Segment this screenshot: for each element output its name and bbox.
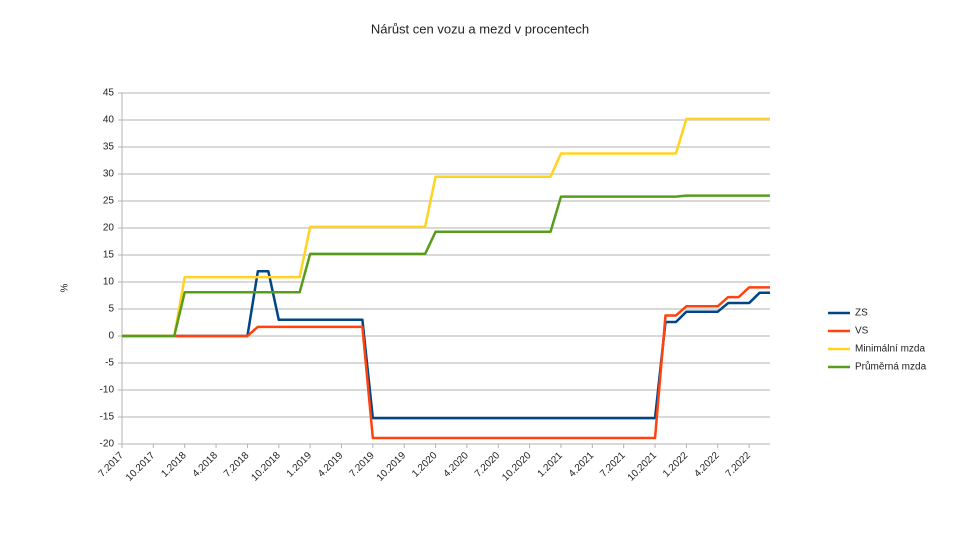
x-tick-label: 10.2020 <box>500 450 534 484</box>
y-axis-label: % <box>60 283 71 292</box>
x-tick-label: 4.2019 <box>316 450 346 480</box>
y-tick-label: 35 <box>103 142 115 153</box>
x-tick-label: 4.2021 <box>567 450 597 480</box>
x-tick-label: 10.2017 <box>124 450 158 484</box>
series-line <box>122 117 770 338</box>
y-tick-label: -15 <box>100 412 115 423</box>
y-tick-label: 45 <box>103 88 115 99</box>
y-tick-label: 5 <box>108 304 114 315</box>
y-tick-label: 30 <box>103 169 115 180</box>
x-tick-label: 1.2021 <box>536 450 566 480</box>
x-tick-label: 10.2021 <box>626 450 660 484</box>
x-tick-label: 1.2018 <box>159 450 189 480</box>
y-tick-label: 10 <box>103 277 115 288</box>
y-tick-label: 40 <box>103 115 115 126</box>
y-tick-label: 15 <box>103 250 115 261</box>
x-tick-label: 10.2018 <box>249 450 283 484</box>
legend-label: VS <box>855 326 869 337</box>
series-line <box>122 286 770 440</box>
legend-label: Minimální mzda <box>855 344 925 355</box>
x-tick-label: 7.2022 <box>724 450 754 480</box>
legend-label: Průměrná mzda <box>855 361 927 373</box>
y-tick-label: -5 <box>105 358 114 369</box>
x-tick-label: 1.2022 <box>661 450 691 480</box>
x-tick-label: 4.2018 <box>191 450 221 480</box>
y-tick-label: 0 <box>108 331 114 342</box>
x-tick-label: 1.2020 <box>410 450 440 480</box>
y-tick-label: 25 <box>103 196 115 207</box>
x-tick-label: 7.2020 <box>473 450 503 480</box>
x-tick-label: 1.2019 <box>285 450 315 480</box>
x-tick-label: 7.2019 <box>347 450 377 480</box>
y-tick-label: -20 <box>100 439 115 450</box>
x-tick-label: 7.2018 <box>222 450 252 480</box>
x-tick-label: 10.2019 <box>375 450 409 484</box>
series-line <box>122 194 770 338</box>
x-tick-label: 7.2017 <box>97 450 127 480</box>
legend-label: ZS <box>855 308 868 319</box>
x-tick-label: 4.2022 <box>692 450 722 480</box>
y-tick-label: 20 <box>103 223 115 234</box>
x-tick-label: 7.2021 <box>598 450 628 480</box>
chart-title: Nárůst cen vozu a mezd v procentech <box>371 21 589 36</box>
x-tick-label: 4.2020 <box>441 450 471 480</box>
y-tick-label: -10 <box>100 385 115 396</box>
